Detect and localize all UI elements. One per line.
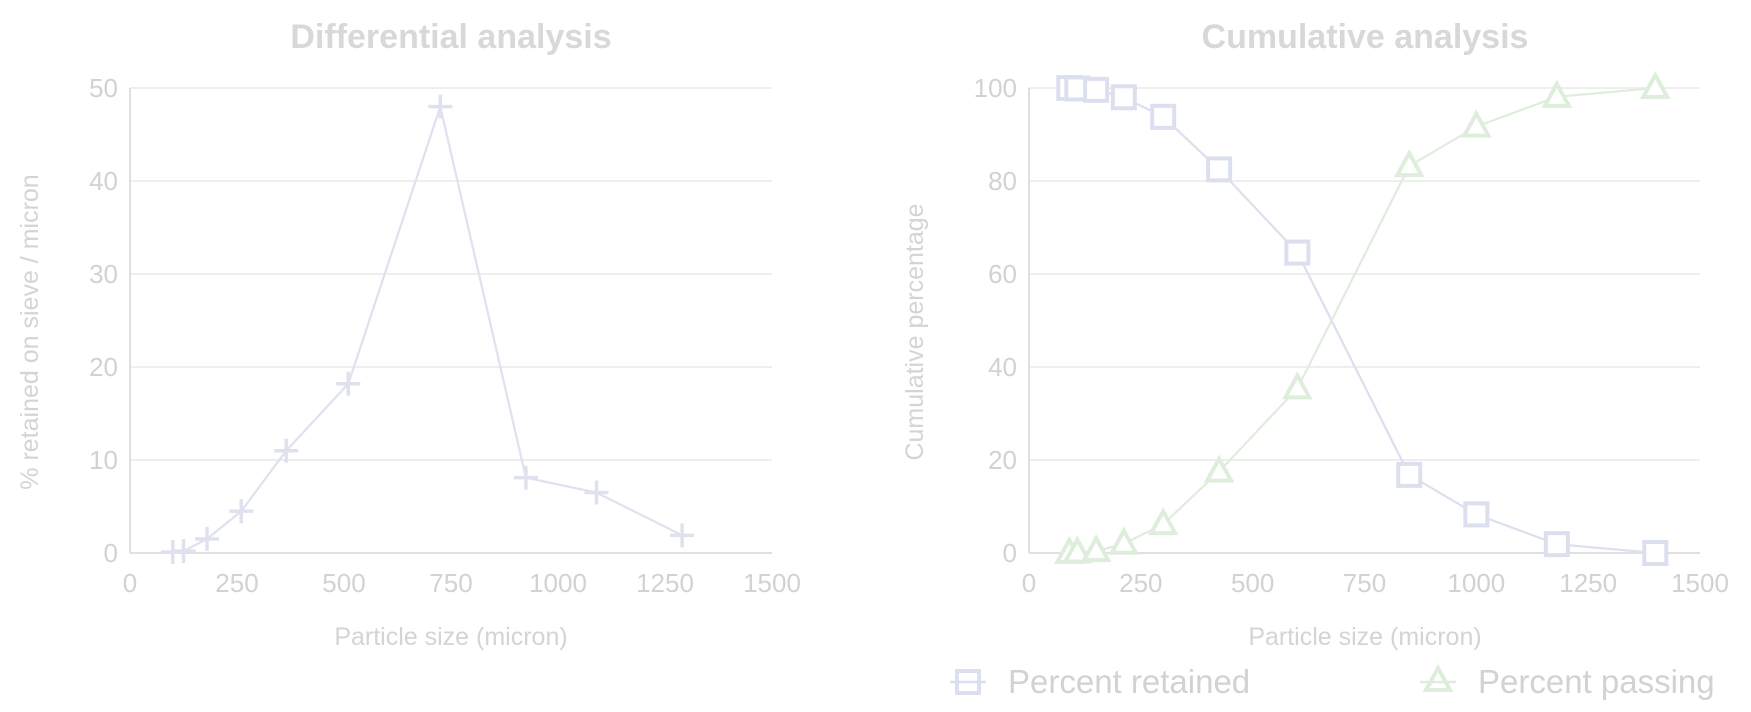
cumulative-triangle-marker <box>1108 526 1140 555</box>
cumulative-x-axis-label: Particle size (micron) <box>1248 623 1481 651</box>
differential-x-tick-label: 1250 <box>636 568 694 598</box>
legend-item-passing: Percent passing <box>1420 663 1715 700</box>
legend-label-retained: Percent retained <box>1008 663 1250 700</box>
legend-item-retained: Percent retained <box>950 663 1250 700</box>
differential-plus-marker <box>195 527 220 552</box>
cumulative-series-line-triangle <box>1069 86 1656 555</box>
differential-x-axis-label: Particle size (micron) <box>334 623 567 651</box>
differential-x-tick-label: 0 <box>123 568 137 598</box>
cumulative-square-marker <box>1110 84 1137 111</box>
cumulative-triangle-marker <box>1061 535 1093 564</box>
cumulative-square-marker <box>1206 156 1233 183</box>
cumulative-triangle-marker <box>1203 454 1235 483</box>
differential-series <box>160 94 695 565</box>
cumulative-x-tick-label: 0 <box>1022 568 1036 598</box>
cumulative-square-marker <box>1463 501 1490 528</box>
differential-x-tick-label: 750 <box>429 568 472 598</box>
cumulative-square-marker <box>1642 540 1669 566</box>
differential-x-tick-label: 500 <box>322 568 365 598</box>
differential-x-tick-label: 250 <box>215 568 258 598</box>
legend-square-marker <box>955 669 981 695</box>
cumulative-x-tick-label: 250 <box>1119 568 1162 598</box>
differential-x-tick-label: 1500 <box>743 568 801 598</box>
cumulative-square-marker <box>1150 103 1177 130</box>
cumulative-y-tick-label: 20 <box>988 445 1017 475</box>
cumulative-x-tick-label: 750 <box>1343 568 1386 598</box>
differential-plus-marker <box>171 539 196 564</box>
differential-y-tick-label: 30 <box>89 259 118 289</box>
cumulative-triangle-marker <box>1080 533 1112 563</box>
differential-y-tick-label: 10 <box>89 445 118 475</box>
differential-y-axis-label: % retained on sieve / micron <box>16 174 44 489</box>
differential-y-tick-label: 40 <box>89 166 118 196</box>
cumulative-triangle-marker <box>1639 70 1671 99</box>
differential-series-line-plus <box>172 102 683 554</box>
cumulative-x-tick-label: 1250 <box>1559 568 1617 598</box>
cumulative-y-axis-label: Cumulative percentage <box>901 203 929 460</box>
cumulative-triangle-marker <box>1147 506 1179 536</box>
cumulative-gridlines <box>1028 87 1700 554</box>
cumulative-y-tick-label: 60 <box>988 259 1017 289</box>
cumulative-triangle-marker <box>1541 79 1573 108</box>
differential-plus-marker <box>513 465 538 490</box>
cumulative-triangle-marker <box>1460 109 1492 138</box>
differential-plus-marker <box>584 480 609 505</box>
cumulative-y-tick-label: 100 <box>974 73 1017 103</box>
cumulative-y-tick-label: 40 <box>988 352 1017 382</box>
differential-plus-marker <box>336 371 361 396</box>
differential-y-tick-label: 50 <box>89 73 118 103</box>
differential-y-tick-label: 0 <box>104 538 118 568</box>
cumulative-square-marker <box>1543 531 1570 558</box>
cumulative-square-marker <box>1284 239 1311 266</box>
cumulative-square-marker <box>1083 76 1110 103</box>
differential-gridlines <box>129 87 772 554</box>
cumulative-triangle-marker <box>1282 371 1313 400</box>
cumulative-x-tick-label: 1000 <box>1447 568 1505 598</box>
cumulative-x-tick-label: 1500 <box>1671 568 1729 598</box>
cumulative-chart-title: Cumulative analysis <box>1202 18 1529 56</box>
differential-chart-title: Differential analysis <box>290 18 611 56</box>
cumulative-series <box>1053 70 1671 566</box>
cumulative-y-tick-label: 80 <box>988 166 1017 196</box>
legend-label-passing: Percent passing <box>1478 663 1715 700</box>
differential-plus-marker <box>229 499 254 524</box>
cumulative-x-tick-label: 500 <box>1231 568 1274 598</box>
differential-plus-marker <box>274 438 299 463</box>
cumulative-legend: Percent retained Percent passing <box>950 663 1715 700</box>
cumulative-series-line-square <box>1069 86 1656 555</box>
differential-plus-marker <box>670 523 695 548</box>
legend-triangle-marker <box>1422 663 1454 692</box>
differential-plus-marker <box>428 94 453 119</box>
cumulative-y-tick-label: 0 <box>1003 538 1017 568</box>
differential-x-tick-label: 1000 <box>529 568 587 598</box>
cumulative-triangle-marker <box>1393 148 1425 178</box>
cumulative-square-marker <box>1396 461 1423 488</box>
differential-y-tick-label: 20 <box>89 352 118 382</box>
